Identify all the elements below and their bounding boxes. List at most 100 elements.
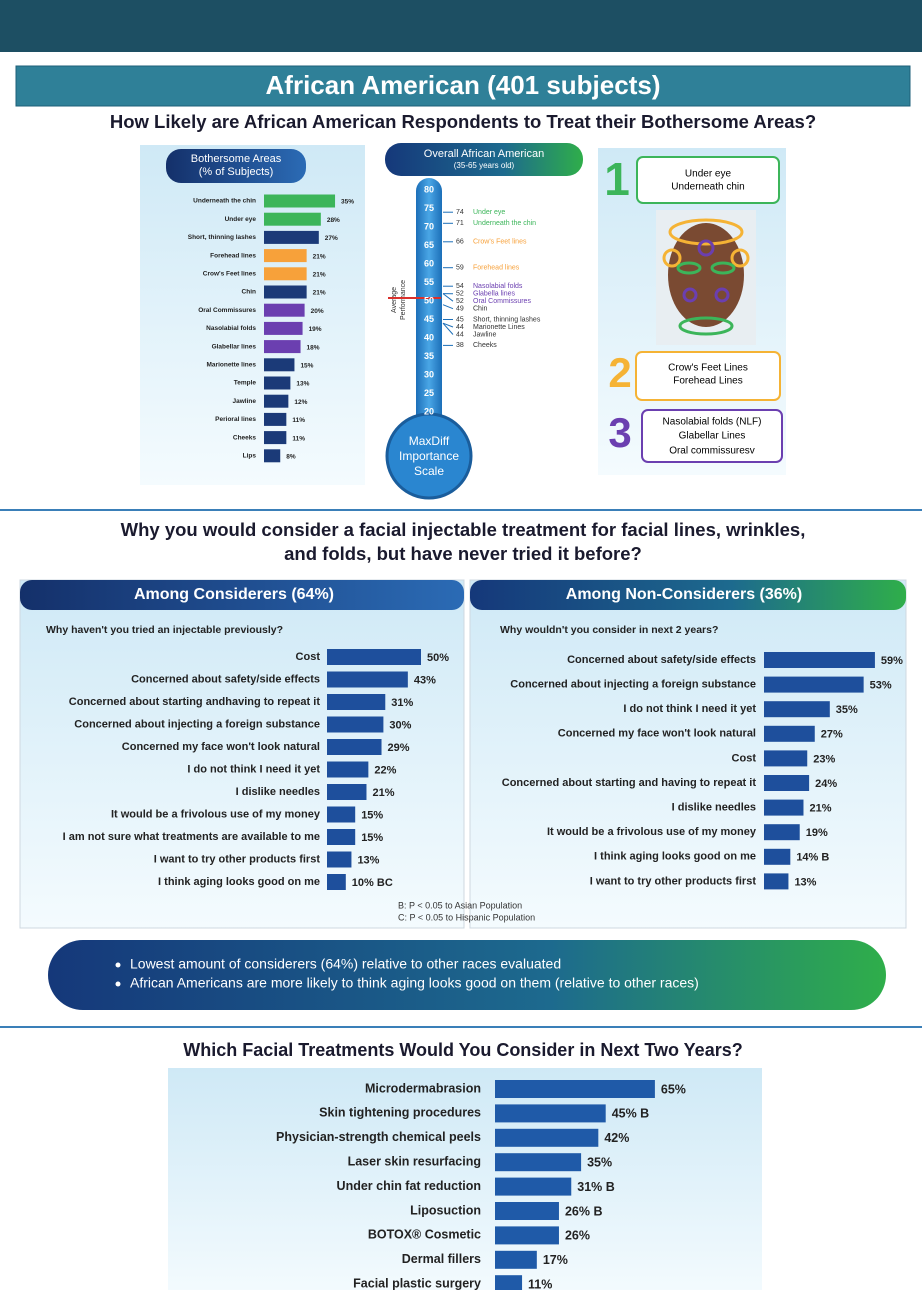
marker-value: 66: [456, 239, 464, 246]
chart-title: Among Considerers (64%): [134, 586, 334, 603]
category-label: It would be a frivolous use of my money: [111, 808, 321, 820]
category-label: I do not think I need it yet: [187, 763, 320, 775]
value-label: 15%: [361, 832, 383, 844]
value-label: 31% B: [577, 1180, 615, 1194]
category-label: Crow's Feet lines: [203, 271, 257, 278]
y-tick-label: 65: [424, 240, 434, 250]
value-label: 21%: [372, 787, 394, 799]
category-label: Concerned my face won't look natural: [558, 728, 756, 740]
value-label: 27%: [325, 235, 338, 242]
value-label: 50%: [427, 652, 449, 664]
marker-value: 49: [456, 306, 464, 313]
panel-header: [20, 580, 464, 610]
value-label: 45% B: [612, 1107, 650, 1121]
category-label: Concerned about starting andhaving to re…: [69, 696, 321, 708]
marker-label: Marionette Lines: [473, 324, 525, 331]
axis-label: Performance: [400, 280, 407, 320]
category-label: Concerned about injecting a foreign subs…: [510, 679, 756, 691]
y-tick-label: 70: [424, 221, 434, 231]
value-label: 28%: [327, 217, 340, 224]
value-label: 43%: [414, 674, 436, 686]
page-title: African American (401 subjects): [266, 70, 661, 100]
marker-value: 71: [456, 220, 464, 227]
y-tick-label: 80: [424, 184, 434, 194]
value-label: 24%: [815, 778, 837, 790]
bullet: [115, 981, 121, 987]
marker-arrow: [442, 293, 454, 302]
bar: [264, 358, 295, 372]
bar: [264, 340, 301, 354]
category-label: Nasolabial folds: [206, 325, 256, 332]
value-label: 11%: [292, 417, 305, 424]
value-label: 42%: [604, 1131, 629, 1145]
caption: Scale: [414, 464, 444, 478]
category-label: Facial plastic surgery: [353, 1276, 481, 1290]
rank-item: Oral commissuresv: [669, 446, 755, 457]
marker-arrow: [442, 322, 454, 335]
chart-title: Bothersome Areas: [191, 153, 282, 165]
value-label: 21%: [313, 272, 326, 279]
y-tick-label: 20: [424, 406, 434, 416]
marker-label: Chin: [473, 306, 488, 313]
question: How Likely are African American Responde…: [110, 111, 816, 132]
category-label: I am not sure what treatments are availa…: [63, 831, 320, 843]
rank-item: Underneath chin: [671, 182, 744, 193]
y-tick-label: 30: [424, 369, 434, 379]
value-label: 8%: [286, 454, 296, 461]
bar: [327, 671, 408, 688]
bar: [327, 874, 346, 890]
bar: [764, 725, 815, 742]
value-label: 10% BC: [352, 877, 393, 889]
marker-value: 52: [456, 291, 464, 298]
category-label: Cost: [732, 752, 757, 764]
caption: Importance: [399, 449, 459, 463]
panel: [469, 579, 907, 929]
top-bar: [0, 0, 922, 52]
bar: [495, 1153, 582, 1172]
panel: [168, 1068, 762, 1290]
category-label: I dislike needles: [236, 786, 320, 798]
category-label: Skin tightening procedures: [319, 1106, 481, 1120]
category-label: Underneath the chin: [193, 198, 256, 205]
marker-value: 38: [456, 342, 464, 349]
chart-title: Which Facial Treatments Would You Consid…: [183, 1040, 742, 1060]
question: Why you would consider a facial injectab…: [121, 519, 806, 540]
bar: [327, 649, 421, 665]
value-label: 53%: [870, 680, 892, 692]
category-label: Forehead lines: [210, 252, 256, 259]
y-tick-label: 60: [424, 258, 434, 268]
thermometer-bulb: [385, 412, 473, 500]
value-label: 22%: [374, 764, 396, 776]
bar: [264, 194, 336, 208]
y-tick-label: 50: [424, 295, 434, 305]
y-tick-label: 75: [424, 203, 434, 213]
question: and folds, but have never tried it befor…: [284, 543, 642, 564]
bar: [495, 1104, 606, 1123]
category-label: I think aging looks good on me: [158, 876, 320, 888]
bar: [264, 285, 307, 299]
face-illustration: [656, 210, 756, 345]
marker-label: Forehead lines: [473, 265, 520, 272]
bar: [764, 676, 864, 693]
category-label: Concerned about injecting a foreign subs…: [74, 718, 320, 730]
rank-item: Forehead Lines: [673, 376, 743, 387]
marker-value: 74: [456, 209, 464, 216]
rank-number: 2: [608, 349, 631, 396]
value-label: 11%: [528, 1277, 552, 1290]
y-tick-label: 40: [424, 332, 434, 342]
category-label: BOTOX® Cosmetic: [368, 1228, 481, 1242]
bar: [264, 303, 305, 317]
value-label: 11%: [292, 435, 305, 442]
bar: [327, 806, 356, 823]
panel-header: [470, 580, 906, 610]
category-label: Concerned about safety/side effects: [567, 654, 756, 666]
bar: [495, 1202, 559, 1220]
bar: [264, 249, 307, 263]
value-label: 21%: [809, 803, 831, 815]
category-label: Under chin fat reduction: [337, 1179, 481, 1193]
bar: [327, 694, 386, 710]
category-label: Lips: [243, 453, 257, 460]
bar: [264, 431, 287, 445]
value-label: 27%: [821, 729, 843, 741]
bar: [764, 652, 875, 668]
